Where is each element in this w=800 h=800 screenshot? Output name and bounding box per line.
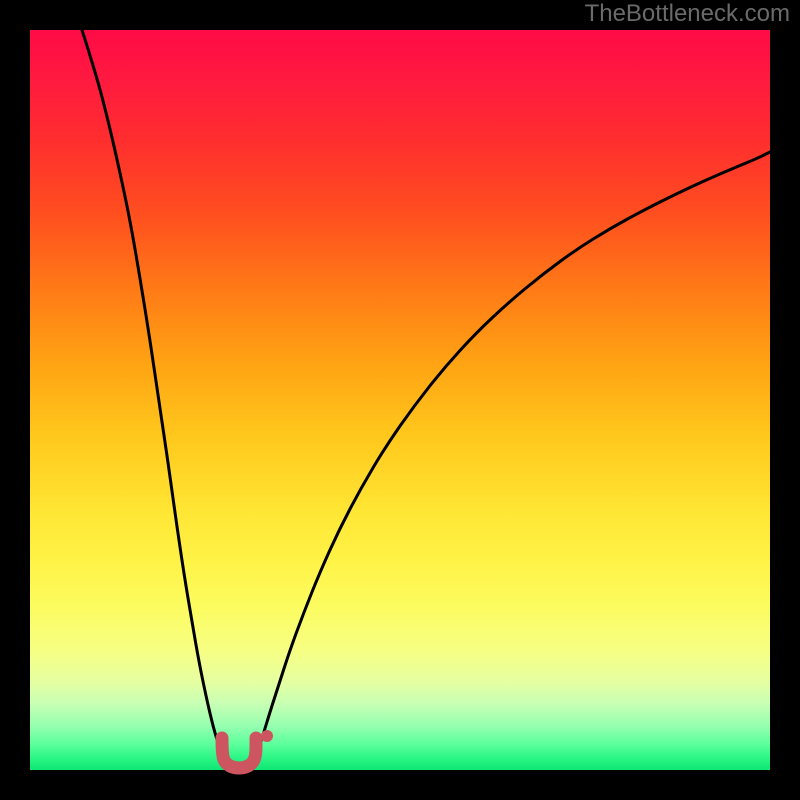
valley-dot — [261, 730, 273, 742]
chart-stage: TheBottleneck.com — [0, 0, 800, 800]
plot-gradient-bg — [30, 30, 770, 770]
watermark-text: TheBottleneck.com — [585, 0, 790, 28]
bottleneck-curve-chart — [0, 0, 800, 800]
